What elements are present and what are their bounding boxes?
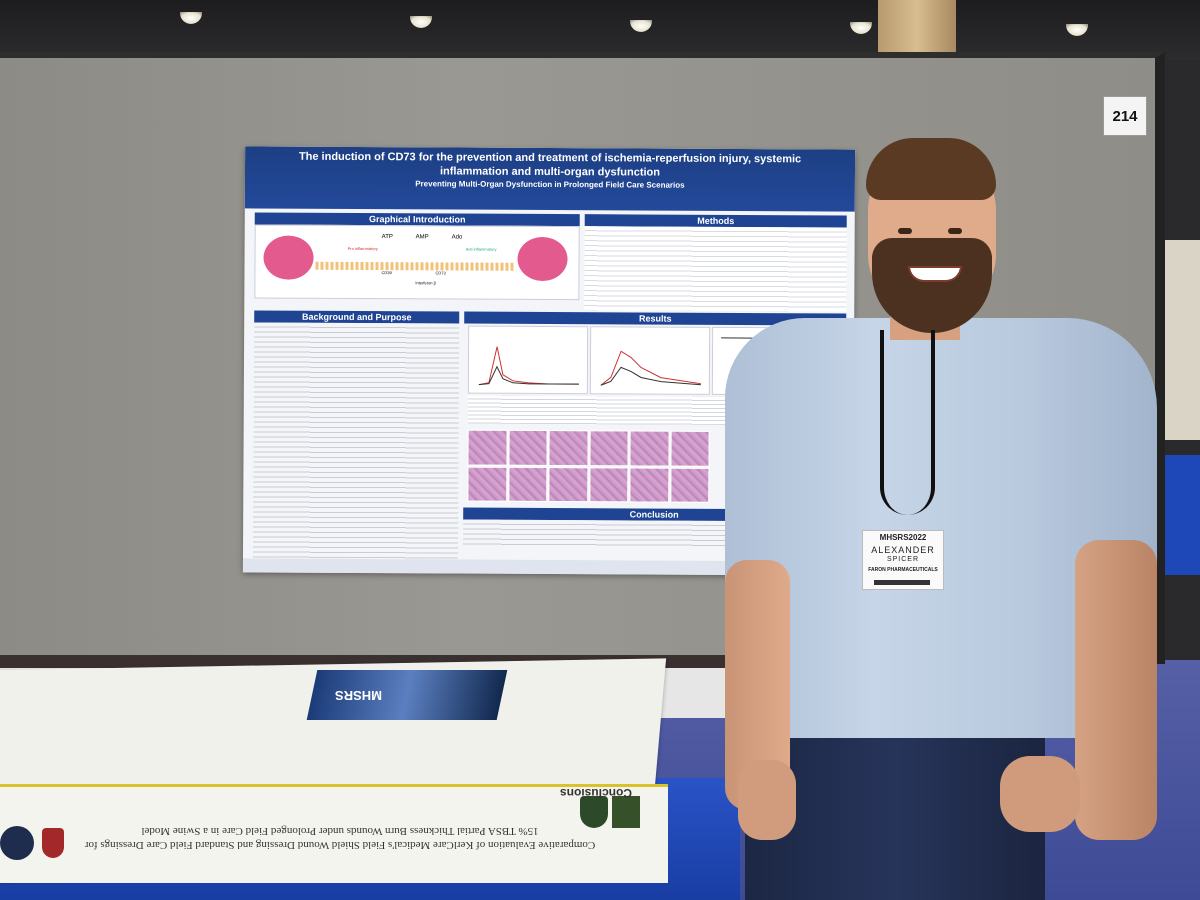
- histology-image: [629, 430, 670, 467]
- background-text: [252, 322, 460, 560]
- ceiling-light: [1066, 24, 1088, 36]
- badge-conference: MHSRS2022: [879, 533, 927, 542]
- diagram-label: Interferon β: [415, 280, 436, 286]
- histology-image: [548, 429, 589, 466]
- histology-image: [467, 429, 508, 466]
- background-section: Background and Purpose: [252, 310, 460, 560]
- crest-logo: [42, 828, 64, 858]
- results-caption: [467, 395, 728, 425]
- person-hair: [866, 138, 996, 200]
- methods-text: [584, 226, 847, 312]
- histology-image: [588, 466, 629, 503]
- person-right-hand: [1000, 756, 1080, 832]
- histology-image: [507, 466, 548, 502]
- histology-image: [548, 466, 588, 503]
- booth-number: 214: [1103, 96, 1147, 136]
- badge-organization: FARON PHARMACEUTICALS: [868, 567, 938, 573]
- brochure-label: MHSRS: [335, 688, 382, 703]
- histology-image: [669, 430, 710, 467]
- ceiling-light: [180, 12, 202, 24]
- line-chart-graphic: [600, 350, 701, 386]
- diagram-label: CD73: [435, 270, 446, 276]
- diagram-label: Pro inflammatory: [347, 245, 378, 252]
- diagram-label: CD39: [381, 270, 392, 276]
- badge-first-name: ALEXANDER: [871, 545, 935, 555]
- results-chart: [589, 326, 711, 395]
- person-eye: [948, 228, 962, 234]
- diagram-label: Anti inflammatory: [465, 246, 497, 252]
- poster-subtitle: Preventing Multi-Organ Dysfunction in Pr…: [415, 179, 685, 190]
- ceiling-light: [410, 16, 432, 28]
- seal-logo: [0, 826, 34, 860]
- person-left-hand: [738, 760, 796, 840]
- person-smile: [908, 266, 962, 282]
- graphical-intro-section: Graphical Introduction ATP AMP Ado Pro i…: [254, 212, 580, 320]
- poster-title: The induction of CD73 for the prevention…: [298, 150, 802, 179]
- histology-image: [669, 467, 710, 503]
- cell-illustration: [263, 235, 314, 280]
- histology-image: [467, 466, 507, 502]
- person-right-arm: [1075, 540, 1157, 840]
- histology-grid: [467, 429, 710, 503]
- section-heading: Background and Purpose: [254, 310, 460, 324]
- results-chart: [467, 325, 589, 395]
- histology-image: [588, 430, 629, 466]
- membrane-illustration: [315, 261, 516, 271]
- ceiling-light: [630, 20, 652, 32]
- banner-conclusions-label: Conclusions: [560, 786, 633, 800]
- person-eye: [898, 228, 912, 234]
- badge-last-name: SPICER: [886, 556, 920, 563]
- army-logo: [580, 796, 608, 828]
- badge-barcode: [874, 580, 930, 585]
- histology-image: [629, 466, 669, 503]
- methods-section: Methods: [584, 214, 847, 312]
- poster-header: The induction of CD73 for the prevention…: [244, 146, 856, 212]
- lanyard: [880, 330, 935, 515]
- histology-image: [507, 429, 548, 466]
- intro-diagram: ATP AMP Ado Pro inflammatory Anti inflam…: [254, 224, 580, 301]
- banner-heading: Comparative Evaluation of KerlCare Medic…: [84, 825, 596, 851]
- line-chart-graphic: [478, 346, 579, 386]
- table-banner-poster: [0, 784, 668, 883]
- ceiling: [0, 0, 1200, 60]
- army-star-logo: [612, 796, 640, 828]
- diagram-label: Ado: [451, 234, 463, 241]
- ceiling-light: [850, 22, 872, 34]
- cell-illustration: [517, 236, 568, 282]
- diagram-label: AMP: [415, 234, 429, 241]
- person-beard: [872, 238, 992, 333]
- diagram-label: ATP: [381, 234, 393, 241]
